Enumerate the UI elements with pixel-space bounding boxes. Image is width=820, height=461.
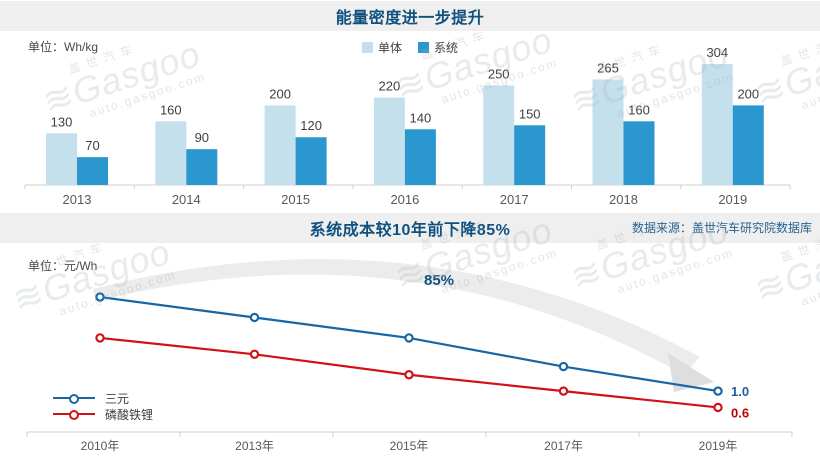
bar-cell xyxy=(155,121,187,185)
line-year-label: 2017年 xyxy=(544,439,583,453)
bar-value-system: 200 xyxy=(737,86,759,101)
bar-system xyxy=(77,157,108,185)
bar-cell xyxy=(373,97,405,185)
bottom-legend: 三元 磷酸铁锂 xyxy=(53,390,153,422)
bar-value-cell: 265 xyxy=(597,61,619,76)
top-unit-label: 单位：Wh/kg xyxy=(28,40,99,54)
bar-cell xyxy=(264,105,296,185)
legend-item-system: 系统 xyxy=(418,39,458,56)
bar-value-system: 150 xyxy=(519,106,541,121)
bar-value-cell: 160 xyxy=(160,102,182,117)
bar-year-label: 2016 xyxy=(390,192,419,207)
bar-year-label: 2013 xyxy=(63,192,92,207)
bar-year-label: 2014 xyxy=(172,192,201,207)
system-cost-line-chart: 2010年 2013年 2015年 2017年 2019年 1.0 0.6 xyxy=(26,259,793,453)
top-title-band: 能量密度进一步提升 xyxy=(0,1,820,31)
top-chart-title: 能量密度进一步提升 xyxy=(335,10,485,27)
bar-value-system: 70 xyxy=(85,138,99,153)
top-legend: 单体 系统 xyxy=(0,39,820,56)
bar-value-cell: 250 xyxy=(488,66,510,81)
data-source-label: 数据来源：盖世汽车研究院数据库 xyxy=(631,221,812,235)
bottom-title-band: 系统成本较10年前下降85% 数据来源：盖世汽车研究院数据库 xyxy=(0,213,820,243)
bar-value-cell: 220 xyxy=(379,78,401,93)
bar-cell xyxy=(483,85,515,185)
data-point-marker xyxy=(95,292,105,302)
bar-system xyxy=(186,149,218,185)
cell-swatch-icon xyxy=(361,42,373,53)
bar-value-cell: 130 xyxy=(51,114,73,129)
legend-label-ternary: 三元 xyxy=(105,391,130,406)
cost-drop-swoosh-arrow-icon xyxy=(93,259,700,375)
data-point-marker xyxy=(558,386,569,396)
legend-item-cell: 单体 xyxy=(361,39,402,56)
bar-value-cell: 200 xyxy=(269,86,291,101)
data-point-marker xyxy=(558,361,569,372)
data-point-marker xyxy=(404,333,414,343)
data-point-marker xyxy=(249,312,260,323)
bar-value-system: 120 xyxy=(300,118,322,133)
bar-value-system: 90 xyxy=(195,130,209,145)
bar-system xyxy=(295,137,327,185)
bar-cell xyxy=(701,64,733,185)
bar-cell xyxy=(46,133,77,185)
line-year-label: 2019年 xyxy=(699,439,738,453)
legend-item-ternary: 三元 xyxy=(53,390,153,406)
bar-cell xyxy=(592,79,624,185)
end-value-label: 1.0 xyxy=(731,384,749,399)
bar-year-label: 2019 xyxy=(718,192,747,207)
bar-year-label: 2018 xyxy=(609,192,638,207)
ternary-dot-icon xyxy=(69,393,79,404)
data-point-marker xyxy=(713,386,723,396)
data-point-marker xyxy=(404,370,414,380)
line-year-label: 2010年 xyxy=(81,439,120,453)
lfp-dot-icon xyxy=(69,409,79,420)
end-value-label: 0.6 xyxy=(731,405,749,420)
bar-system xyxy=(404,129,436,185)
legend-label-cell: 单体 xyxy=(377,41,402,55)
ternary-line-marker-icon xyxy=(53,393,95,404)
legend-label-lfp: 磷酸铁锂 xyxy=(105,407,154,422)
bottom-unit-label: 单位：元/Wh xyxy=(28,259,98,273)
bar-year-label: 2015 xyxy=(281,192,310,207)
system-swatch-icon xyxy=(418,42,429,53)
bar-system xyxy=(732,105,764,185)
legend-label-system: 系统 xyxy=(434,41,459,55)
line-year-label: 2015年 xyxy=(390,439,429,453)
line-year-label: 2013年 xyxy=(235,439,274,453)
data-point-marker xyxy=(713,402,723,413)
legend-item-lfp: 磷酸铁锂 xyxy=(53,406,153,422)
bar-year-label: 2017 xyxy=(500,192,529,207)
bottom-chart-title: 系统成本较10年前下降85% xyxy=(309,222,511,239)
lfp-line-marker-icon xyxy=(53,409,95,420)
cost-drop-annotation: 85% xyxy=(424,272,455,289)
bar-system xyxy=(623,121,655,185)
bar-value-cell: 304 xyxy=(706,45,728,60)
bar-value-system: 160 xyxy=(628,102,650,117)
energy-density-bar-chart: 130 70 2013 160 90 2014 200 120 2015 220 140 2016 25… xyxy=(24,45,791,207)
swoosh-arrowhead-icon xyxy=(668,353,714,392)
data-point-marker xyxy=(95,333,105,343)
bar-system xyxy=(514,125,546,185)
bar-value-system: 140 xyxy=(410,110,432,125)
data-point-marker xyxy=(249,349,260,359)
